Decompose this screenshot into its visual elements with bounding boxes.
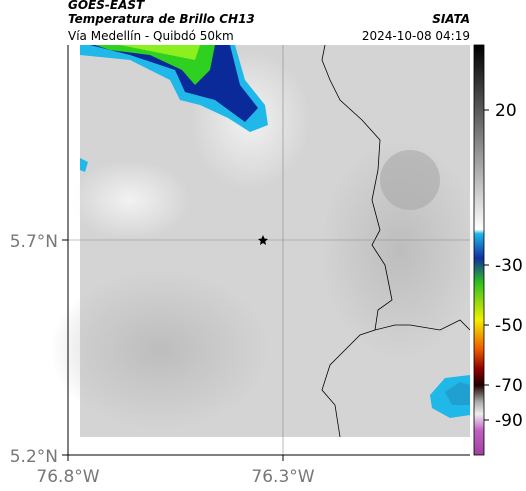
colorbar-label: -30 (495, 256, 523, 276)
colorbar-label: -90 (495, 411, 523, 431)
colorbar-label: 20 (495, 101, 517, 121)
colorbar-label: -50 (495, 316, 523, 336)
credit: SIATA (432, 12, 470, 26)
colorbar-label: -70 (495, 376, 523, 396)
lon-label: 76.8°W (36, 467, 99, 487)
colorbar (473, 44, 489, 456)
title: Temperatura de Brillo CH13 (68, 12, 255, 26)
source: GOES-EAST (68, 0, 145, 12)
axes (62, 45, 470, 461)
lat-label: 5.7°N (10, 232, 58, 252)
satellite-image (50, 44, 480, 455)
subtitle: Vía Medellín - Quibdó 50km (68, 29, 234, 43)
lat-label: 5.2°N (10, 447, 58, 467)
timestamp: 2024-10-08 04:19 (362, 29, 470, 43)
lon-label: 76.3°W (251, 467, 314, 487)
